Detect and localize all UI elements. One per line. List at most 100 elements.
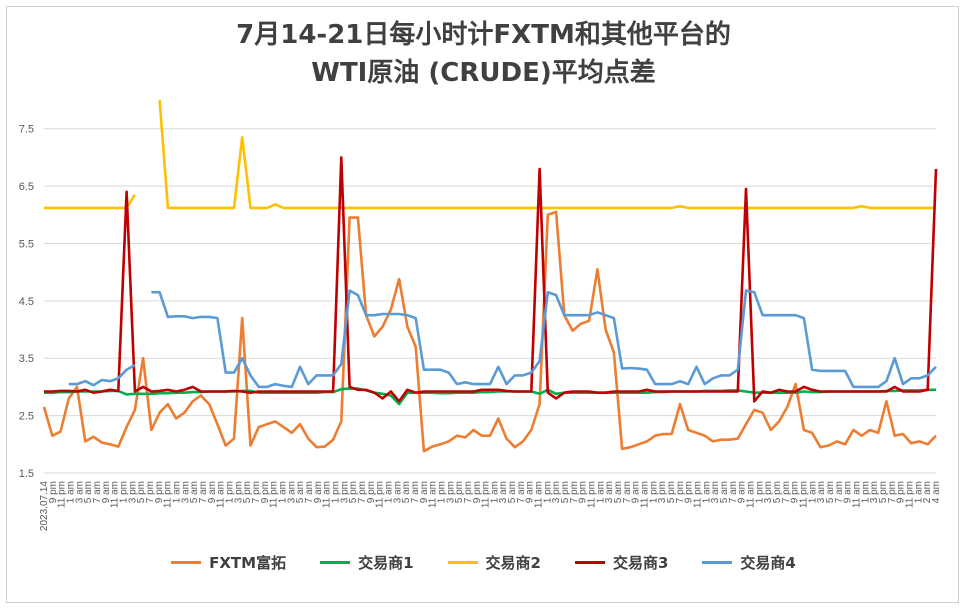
legend-item-1: 交易商1: [320, 552, 414, 573]
x-tick-label: 5 am: [719, 481, 730, 503]
x-tick-label: 5 pm: [454, 481, 465, 503]
x-tick-label: 1 am: [913, 481, 924, 503]
legend-swatch: [320, 561, 351, 564]
x-tick-label: 1 pm: [754, 481, 765, 503]
x-tick-label: 7 am: [198, 481, 209, 503]
x-tick-label: 1 pm: [330, 481, 341, 503]
legend: FXTM富拓 交易商1 交易商2 交易商3 交易商4: [0, 552, 967, 573]
x-tick-label: 7 pm: [887, 481, 898, 503]
series-line-0: [42, 210, 937, 453]
legend-swatch: [171, 561, 202, 564]
x-tick-label: 1 pm: [436, 481, 447, 503]
legend-label: 交易商3: [612, 554, 669, 572]
x-tick-label: 11 pm: [587, 481, 598, 508]
x-tick-label: 3 pm: [339, 481, 350, 503]
legend-label: 交易商4: [740, 554, 796, 572]
x-tick-label: 9 am: [631, 481, 642, 503]
x-tick-label: 9 am: [843, 481, 854, 503]
x-tick-label: 7 pm: [463, 481, 474, 503]
x-tick-label: 3 pm: [869, 481, 880, 503]
x-tick-label: 9 pm: [578, 481, 589, 503]
gridlines: [44, 128, 936, 474]
x-tick-label: 9 am: [737, 481, 748, 503]
chart-title: 7月14-21日每小时计FXTM和其他平台的 WTI原油 (CRUDE)平均点差: [0, 16, 967, 92]
y-tick-label: 4.5: [19, 296, 34, 308]
x-tick-label: 1 am: [383, 481, 394, 503]
y-tick-label: 3.5: [19, 353, 34, 365]
x-tick-label: 11 pm: [905, 481, 916, 508]
y-tick-label: 7.5: [19, 124, 34, 136]
x-tick-label: 3 pm: [127, 481, 138, 503]
x-tick-label: 7 pm: [145, 481, 156, 503]
x-tick-label: 11 pm: [269, 481, 280, 508]
x-tick-label: 7 pm: [675, 481, 686, 503]
x-tick-label: 5 am: [825, 481, 836, 503]
legend-item-3: 交易商3: [574, 552, 669, 573]
legend-item-0: FXTM富拓: [171, 552, 286, 573]
x-tick-label: 1 am: [171, 481, 182, 503]
x-tick-label: 9 am: [419, 481, 430, 503]
x-tick-label: 7 am: [622, 481, 633, 503]
legend-swatch: [574, 561, 605, 564]
x-tick-label: 9 pm: [260, 481, 271, 503]
x-tick-label: 11 pm: [481, 481, 492, 508]
x-tick-label: 3 am: [710, 481, 721, 503]
series-line-2: [44, 99, 936, 210]
x-tick-label: 4 am: [931, 481, 942, 503]
legend-label: 交易商1: [358, 554, 414, 572]
series-lines: [42, 99, 938, 453]
legend-label: 交易商2: [485, 554, 541, 572]
x-tick-label: 5 pm: [136, 481, 147, 503]
x-tick-label: 3 pm: [551, 481, 562, 503]
x-tick-label: 1 am: [277, 481, 288, 503]
x-tick-label: 5 am: [507, 481, 518, 503]
x-tick-label: 11 pm: [693, 481, 704, 508]
y-tick-label: 5.5: [19, 238, 34, 250]
x-tick-label: 3 am: [286, 481, 297, 503]
x-tick-label: 1 pm: [648, 481, 659, 503]
legend-item-4: 交易商4: [702, 552, 796, 573]
y-tick-label: 6.5: [19, 181, 34, 193]
x-tick-label: 11 pm: [799, 481, 810, 508]
x-tick-label: 11 am: [428, 481, 439, 508]
x-tick-label: 1 pm: [118, 481, 129, 503]
x-tick-label: 5 pm: [878, 481, 889, 503]
x-tick-label: 9 pm: [366, 481, 377, 503]
legend-item-2: 交易商2: [447, 552, 541, 573]
x-tick-label: 5 am: [613, 481, 624, 503]
x-tick-label: 11 am: [534, 481, 545, 508]
x-tick-label: 11 am: [746, 481, 757, 508]
x-tick-label: 9 am: [313, 481, 324, 503]
legend-label: FXTM富拓: [209, 554, 287, 572]
x-tick-label: 1 pm: [860, 481, 871, 503]
x-tick-label: 7 am: [728, 481, 739, 503]
y-tick-label: 1.5: [19, 468, 34, 480]
x-tick-label: 1 am: [65, 481, 76, 503]
x-tick-label: 5 am: [83, 481, 94, 503]
x-tick-label: 11 am: [640, 481, 651, 508]
x-tick-label: 9 pm: [896, 481, 907, 503]
x-tick-label: 9 pm: [684, 481, 695, 503]
x-tick-label: 3 am: [74, 481, 85, 503]
x-tick-label: 9 pm: [790, 481, 801, 503]
x-tick-label: 9 am: [525, 481, 536, 503]
x-tick-label: 1 am: [489, 481, 500, 503]
x-tick-label: 5 pm: [666, 481, 677, 503]
x-tick-label: 7 pm: [357, 481, 368, 503]
x-tick-label: 11 am: [322, 481, 333, 508]
x-tick-label: 7 pm: [251, 481, 262, 503]
chart-title-line1: 7月14-21日每小时计FXTM和其他平台的: [236, 20, 731, 50]
x-tick-label: 1 am: [807, 481, 818, 503]
legend-swatch: [447, 561, 478, 564]
x-tick-label: 11 pm: [163, 481, 174, 508]
x-tick-label: 5 pm: [242, 481, 253, 503]
x-tick-label: 7 am: [304, 481, 315, 503]
x-tick-label: 9 pm: [154, 481, 165, 503]
x-tick-label: 2023.07.14: [39, 481, 50, 531]
x-tick-label: 5 pm: [772, 481, 783, 503]
x-tick-label: 7 am: [834, 481, 845, 503]
x-tick-label: 9 pm: [472, 481, 483, 503]
x-tick-label: 1 am: [701, 481, 712, 503]
